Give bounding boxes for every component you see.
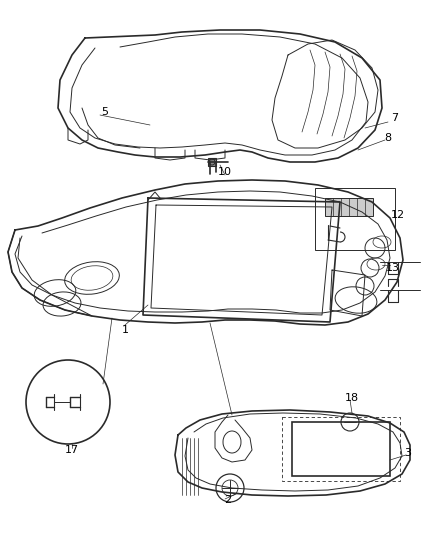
Bar [282,417,400,481]
Text: 17: 17 [65,445,79,455]
Text: 2: 2 [224,495,232,505]
Text: 3: 3 [405,448,411,458]
Bar [315,188,395,250]
Text: 8: 8 [385,133,392,143]
Text: 7: 7 [392,113,399,123]
Text: 18: 18 [345,393,359,403]
Text: 5: 5 [102,107,109,117]
Text: 1: 1 [121,325,128,335]
Bar [292,422,390,476]
Text: 10: 10 [218,167,232,177]
Bar [208,158,216,166]
Bar [325,198,373,216]
Text: 12: 12 [391,210,405,220]
Text: 13: 13 [386,263,400,273]
